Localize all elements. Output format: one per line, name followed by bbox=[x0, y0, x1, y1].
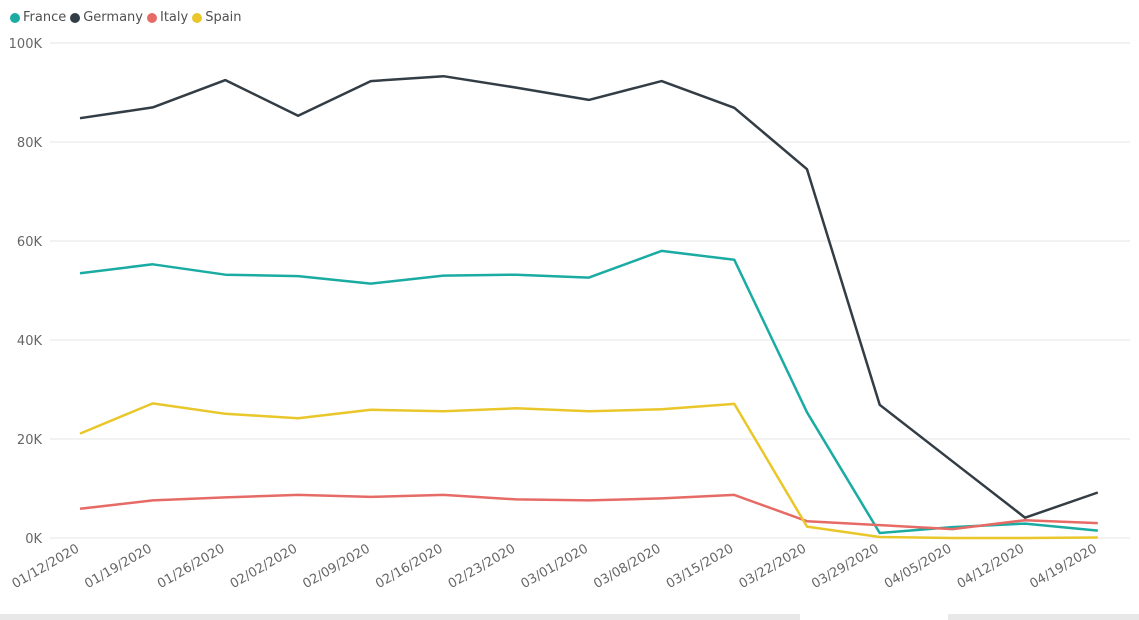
x-tick-label: 03/22/2020 bbox=[737, 541, 809, 591]
legend-label-france: France bbox=[23, 10, 67, 25]
legend-label-italy: Italy bbox=[160, 10, 189, 25]
x-tick-label: 02/02/2020 bbox=[228, 541, 300, 591]
legend-item-italy[interactable]: Italy bbox=[147, 10, 188, 25]
series-line-france[interactable] bbox=[79, 249, 1098, 535]
series-line-spain[interactable] bbox=[79, 402, 1098, 540]
x-tick-label: 01/19/2020 bbox=[82, 541, 154, 591]
legend: France Germany Italy Spain bbox=[10, 10, 246, 25]
x-tick-label: 01/12/2020 bbox=[10, 541, 82, 591]
legend-marker-spain bbox=[192, 12, 203, 23]
legend-label-germany: Germany bbox=[83, 10, 143, 25]
x-tick-label: 02/23/2020 bbox=[446, 541, 518, 591]
x-tick-label: 01/26/2020 bbox=[155, 541, 227, 591]
legend-label-spain: Spain bbox=[205, 10, 242, 25]
x-tick-label: 03/08/2020 bbox=[591, 541, 663, 591]
y-tick-label: 60K bbox=[17, 235, 43, 250]
bottom-scrollbar[interactable] bbox=[0, 614, 1139, 620]
x-tick-label: 03/29/2020 bbox=[809, 541, 881, 591]
y-tick-label: 100K bbox=[9, 37, 43, 52]
y-tick-label: 40K bbox=[17, 334, 43, 349]
x-tick-label: 03/01/2020 bbox=[519, 541, 591, 591]
x-tick-label: 02/09/2020 bbox=[300, 541, 372, 591]
y-tick-label: 80K bbox=[17, 136, 43, 151]
legend-item-france[interactable]: France bbox=[10, 10, 66, 25]
legend-item-germany[interactable]: Germany bbox=[70, 10, 143, 25]
legend-item-spain[interactable]: Spain bbox=[192, 10, 242, 25]
legend-marker-germany bbox=[70, 12, 81, 23]
legend-marker-italy bbox=[147, 12, 157, 23]
series-line-germany[interactable] bbox=[79, 74, 1099, 519]
series-line-italy[interactable] bbox=[79, 493, 1098, 531]
x-tick-label: 04/12/2020 bbox=[955, 541, 1027, 591]
x-tick-label: 02/16/2020 bbox=[373, 541, 445, 591]
x-tick-label: 04/19/2020 bbox=[1027, 541, 1099, 591]
x-tick-label: 04/05/2020 bbox=[882, 541, 954, 591]
scrollbar-thumb[interactable] bbox=[800, 614, 948, 620]
y-tick-label: 20K bbox=[17, 433, 43, 448]
x-tick-label: 03/15/2020 bbox=[664, 541, 736, 591]
y-tick-label: 0K bbox=[25, 532, 42, 547]
legend-marker-france bbox=[10, 12, 20, 23]
